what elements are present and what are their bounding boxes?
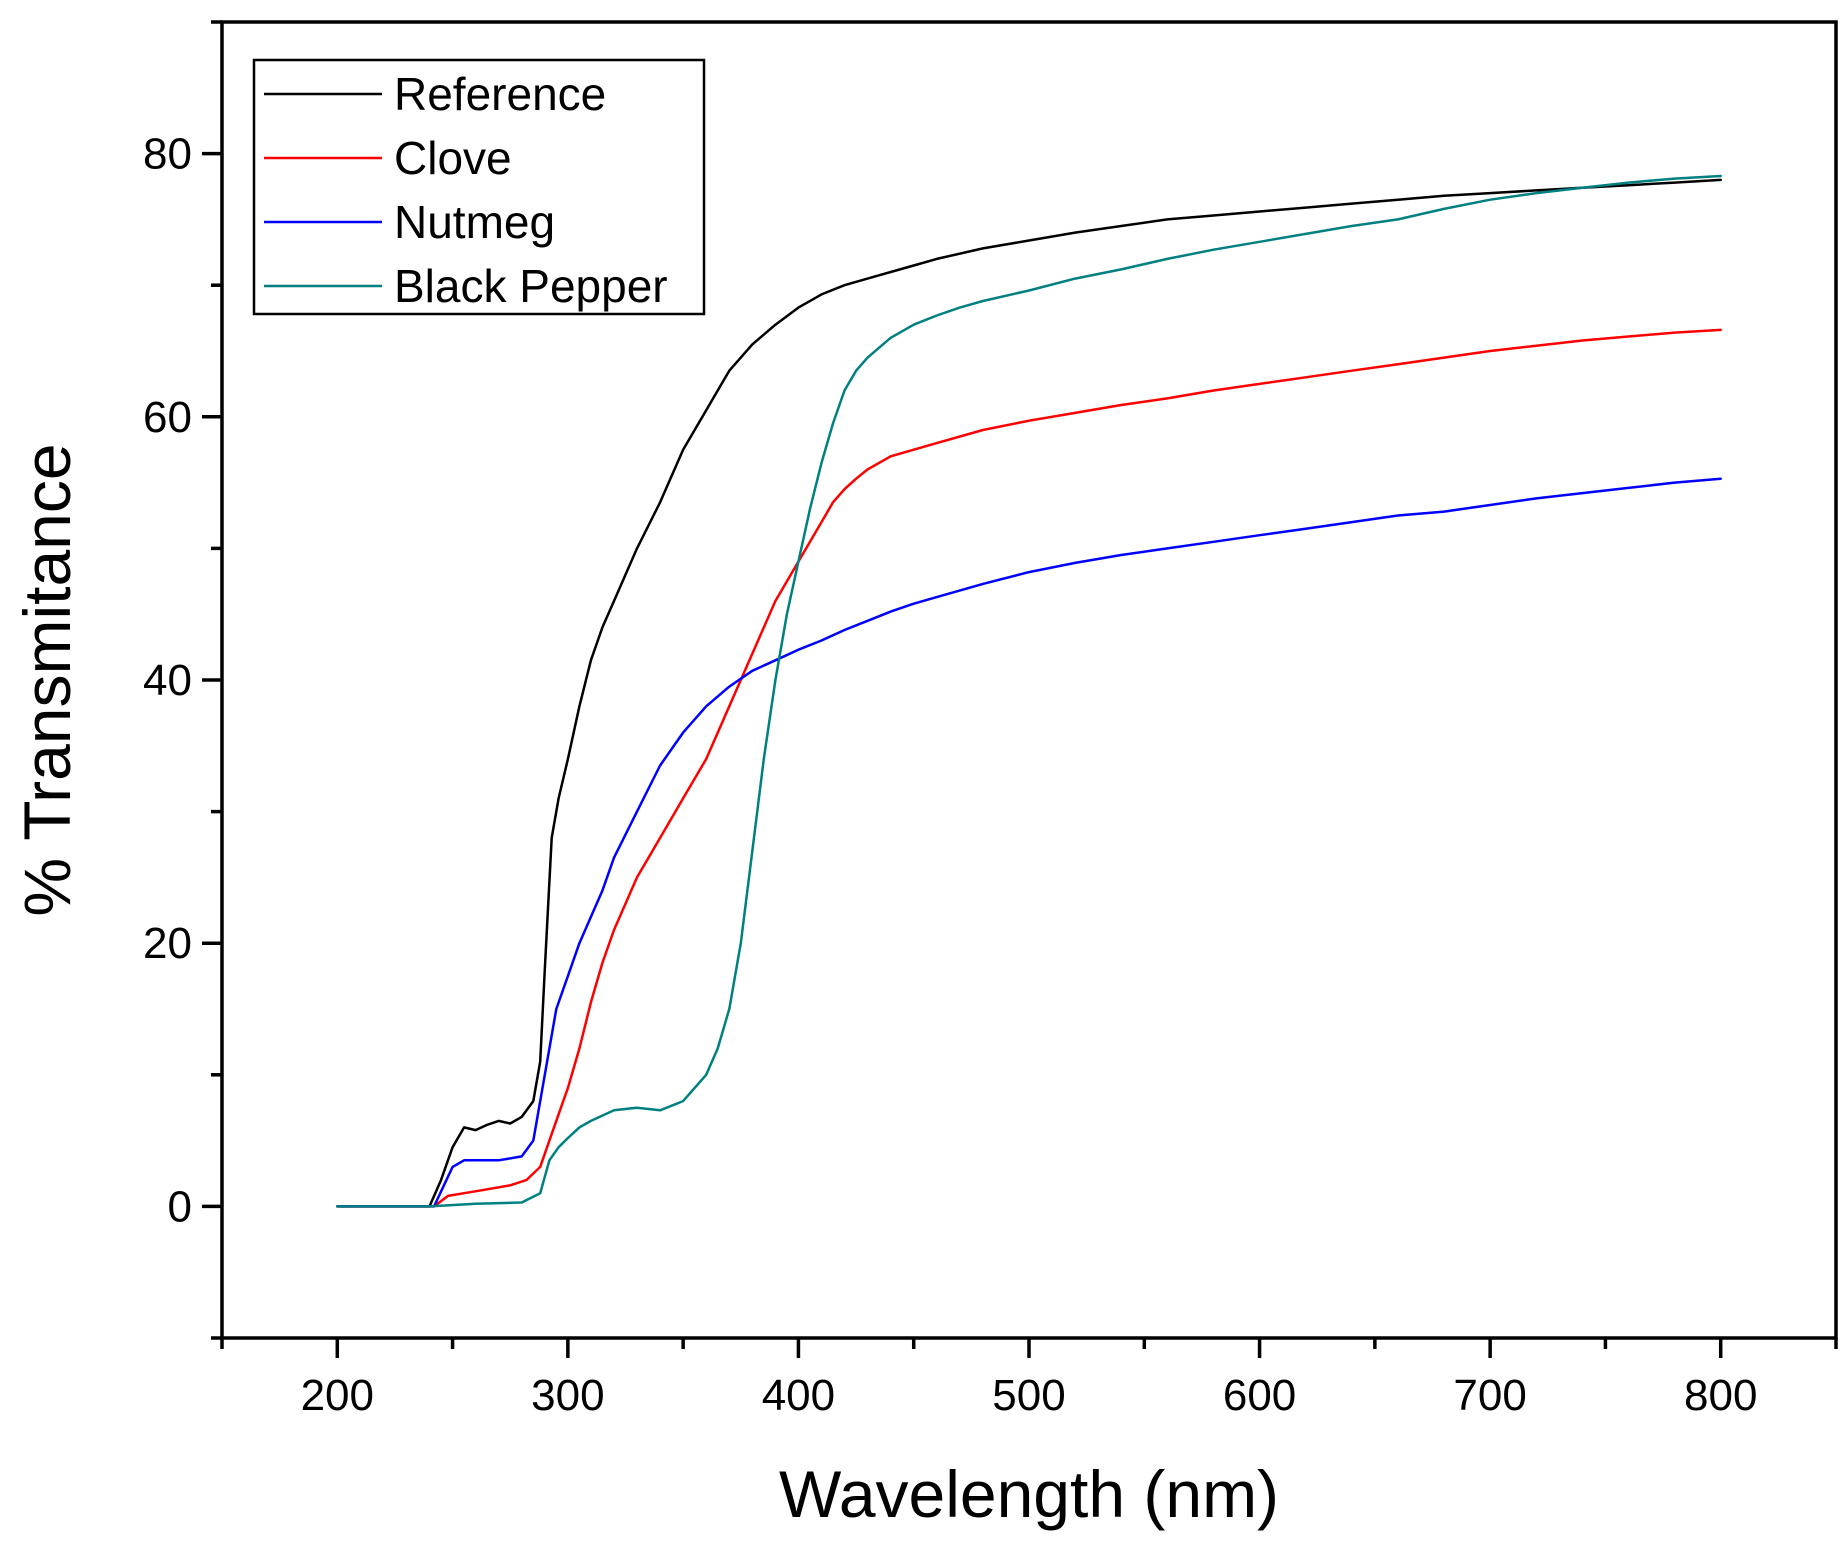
y-tick-label: 20 bbox=[143, 919, 192, 968]
legend-items: Reference Clove Nutmeg Black Pepper bbox=[264, 68, 668, 312]
series-layer bbox=[336, 174, 1722, 1208]
x-axis-ticks: 200 300 400 500 600 700 800 bbox=[220, 1338, 1838, 1420]
y-axis-title: % Transmitance bbox=[10, 443, 84, 916]
legend: Reference Clove Nutmeg Black Pepper bbox=[252, 58, 706, 316]
legend-label-black-pepper: Black Pepper bbox=[394, 260, 668, 312]
series-line-black-pepper bbox=[336, 174, 1722, 1208]
legend-box bbox=[252, 58, 706, 316]
x-tick-label: 300 bbox=[531, 1371, 604, 1420]
x-tick-label: 600 bbox=[1223, 1371, 1296, 1420]
legend-label-clove: Clove bbox=[394, 132, 512, 184]
y-tick-label: 40 bbox=[143, 656, 192, 705]
series-line-nutmeg bbox=[336, 477, 1722, 1208]
series-line-clove bbox=[336, 328, 1722, 1208]
legend-label-nutmeg: Nutmeg bbox=[394, 196, 555, 248]
y-tick-label: 60 bbox=[143, 393, 192, 442]
series-line-reference bbox=[336, 178, 1722, 1208]
x-tick-label: 400 bbox=[762, 1371, 835, 1420]
x-tick-label: 800 bbox=[1684, 1371, 1757, 1420]
x-tick-label: 500 bbox=[992, 1371, 1065, 1420]
y-tick-label: 80 bbox=[143, 130, 192, 179]
x-tick-label: 700 bbox=[1453, 1371, 1526, 1420]
x-tick-label: 200 bbox=[301, 1371, 374, 1420]
legend-label-reference: Reference bbox=[394, 68, 606, 120]
x-axis-title: Wavelength (nm) bbox=[779, 1457, 1279, 1531]
y-tick-label: 0 bbox=[168, 1182, 192, 1231]
y-axis-ticks: 0 20 40 60 80 bbox=[143, 20, 222, 1340]
